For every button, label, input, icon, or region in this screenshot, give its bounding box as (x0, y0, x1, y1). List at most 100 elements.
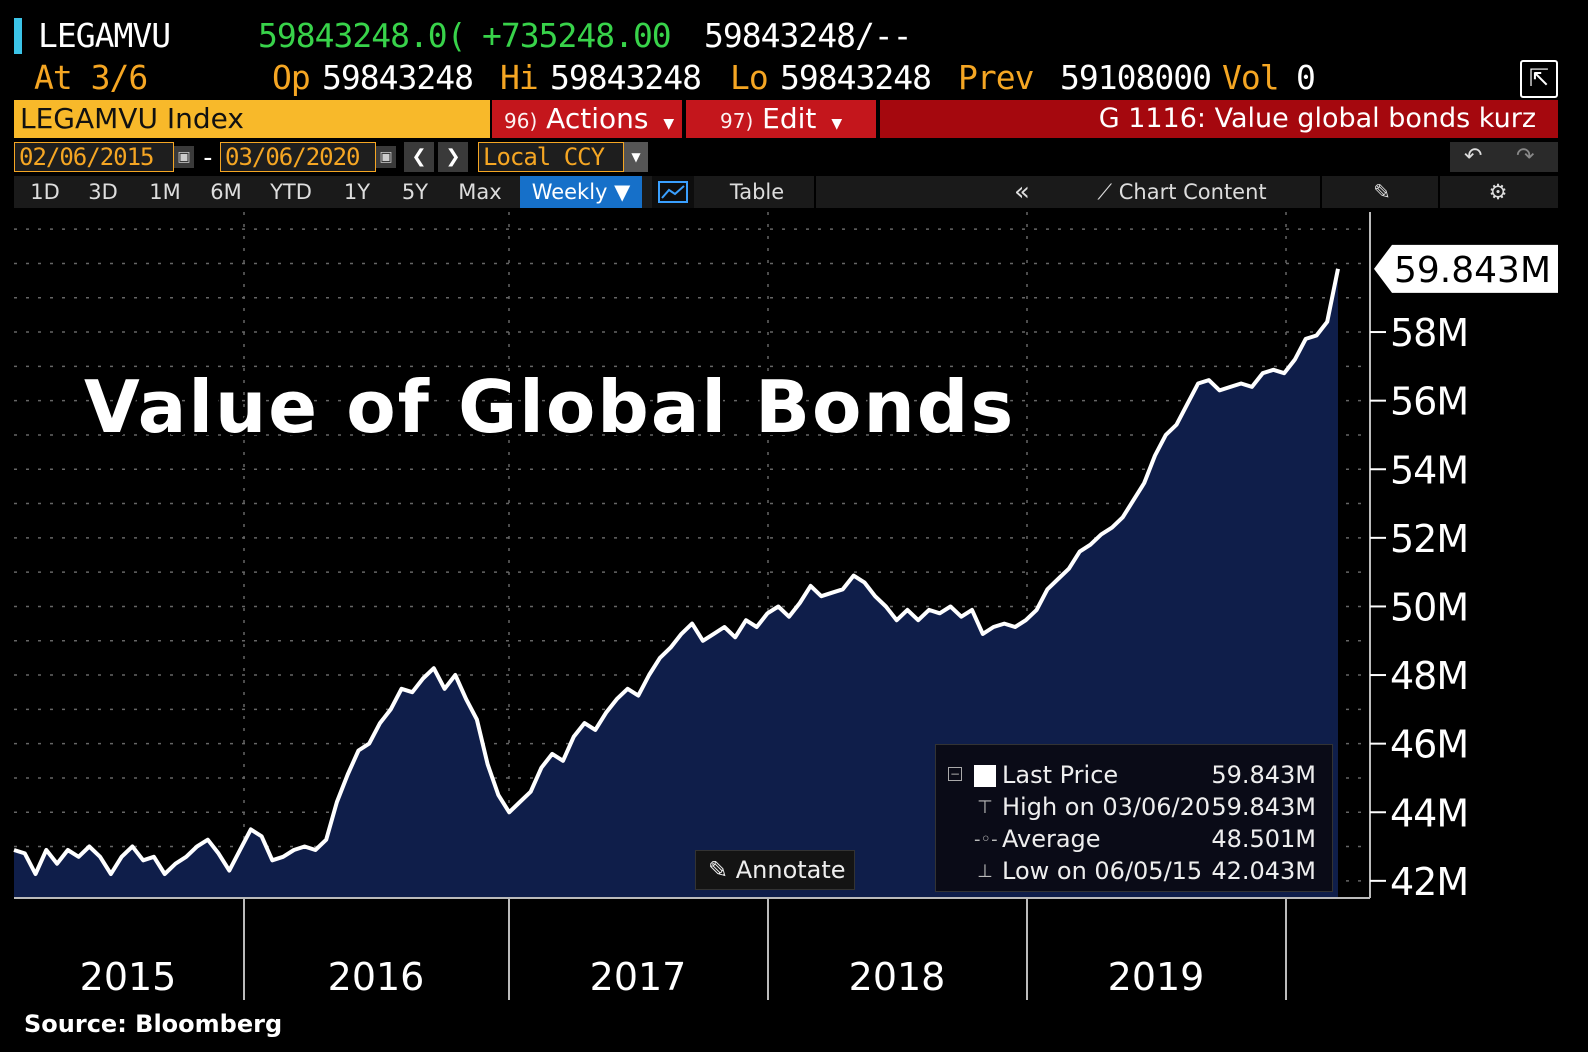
last-price-badge-label: 59.843M (1394, 250, 1551, 291)
calendar-icon[interactable]: ▣ (174, 146, 194, 168)
period-3d-button[interactable]: 3D (88, 180, 118, 204)
y-tick-label: 54M (1390, 448, 1468, 492)
x-tick-label: 2015 (80, 955, 177, 999)
undo-redo-bar: ↶ ↷ (1450, 142, 1558, 172)
ticker-color-marker (14, 18, 22, 54)
as-of-date: At 3/6 (34, 58, 148, 97)
annotate-button[interactable]: ✎ Annotate (695, 850, 855, 890)
source-note: Source: Bloomberg (24, 1010, 283, 1038)
start-date-field[interactable]: 02/06/2015 (14, 142, 174, 172)
chart-overlay-title: Value of Global Bonds (84, 365, 1016, 449)
date-range-separator: - (200, 143, 216, 173)
y-axis-ticks: 42M 44M 46M 48M 50M 52M 54M 56M 58M (1370, 311, 1469, 904)
frequency-select[interactable]: Weekly ▼ (520, 176, 642, 208)
legend-row-low[interactable]: ⊥ Low on 06/05/15 42.043M (936, 855, 1332, 887)
period-6m-button[interactable]: 6M (210, 180, 242, 204)
prev-label: Prev (958, 58, 1034, 97)
volume-label: Vol (1222, 58, 1280, 97)
line-chart-icon[interactable] (652, 176, 694, 208)
period-1m-button[interactable]: 1M (149, 180, 181, 204)
end-date-field[interactable]: 03/06/2020 (220, 142, 376, 172)
edit-menu-button[interactable]: 97) Edit ▼ (686, 100, 876, 138)
legend-value: 48.501M (1211, 825, 1316, 853)
last-price: 59843248.0( (258, 16, 467, 55)
chart-settings-icon: ⟋ (1097, 180, 1119, 204)
legend-row-average[interactable]: -◦- Average 48.501M (936, 823, 1332, 855)
previous-period-button[interactable]: ❮ (404, 142, 434, 172)
x-axis-ticks: 2015 2016 2017 2018 2019 (80, 955, 1205, 999)
average-marker-icon: -◦- (974, 829, 998, 850)
period-1y-button[interactable]: 1Y (343, 180, 371, 204)
chart-content-label: Chart Content (1118, 180, 1267, 204)
last-price-badge: 59.843M (1374, 244, 1558, 293)
chevron-left-icon: ❮ (411, 146, 427, 167)
chart-title-bar: G 1116: Value global bonds kurz (880, 100, 1558, 138)
volume-value: 0 (1296, 58, 1316, 97)
y-tick-label: 42M (1390, 860, 1468, 904)
chevron-down-icon: ▼ (663, 116, 675, 132)
chart-toolbar (14, 176, 1558, 208)
export-icon[interactable]: ⇱ (1520, 60, 1558, 98)
edit-label: Edit (762, 102, 817, 135)
collapse-icon[interactable]: − (948, 767, 962, 781)
table-view-button[interactable]: Table (729, 180, 785, 204)
period-ytd-button[interactable]: YTD (270, 180, 312, 204)
low-label: Lo (730, 58, 769, 97)
x-tick-label: 2016 (328, 955, 425, 999)
edit-shortcut: 97) (720, 109, 754, 133)
legend-row-last-price[interactable]: − Last Price 59.843M (936, 759, 1332, 791)
currency-select[interactable]: Local CCY (478, 142, 624, 172)
net-change: +735248.00 (482, 16, 672, 55)
toolbar-divider (814, 176, 816, 208)
y-tick-label: 56M (1390, 380, 1468, 424)
chevron-down-icon: ▼ (831, 116, 843, 132)
period-1d-button[interactable]: 1D (30, 180, 60, 204)
ticker-symbol: LEGAMVU (38, 16, 171, 55)
chevron-down-icon[interactable]: ▼ (624, 142, 648, 172)
legend-row-high[interactable]: ⊤ High on 03/06/20 59.843M (936, 791, 1332, 823)
y-tick-label: 44M (1390, 791, 1468, 835)
low-marker-icon: ⊥ (977, 861, 993, 882)
chart-content-button[interactable]: ⟋ Chart Content (1044, 176, 1320, 208)
annotate-label: Annotate (735, 856, 846, 884)
high-label: Hi (500, 58, 539, 97)
period-5y-button[interactable]: 5Y (401, 180, 429, 204)
price-area (14, 268, 1338, 898)
period-max-button[interactable]: Max (458, 180, 502, 204)
x-tick-label: 2018 (849, 955, 946, 999)
legend-label: Average (1002, 825, 1101, 853)
legend-value: 59.843M (1211, 793, 1316, 821)
x-tick-label: 2019 (1108, 955, 1205, 999)
legend-swatch (974, 765, 996, 787)
price-line (13, 268, 1340, 876)
collapse-panel-icon[interactable]: « (1014, 177, 1030, 207)
undo-icon[interactable]: ↶ (1464, 144, 1483, 169)
open-value: 59843248 (322, 58, 474, 97)
open-label: Op (272, 58, 311, 97)
legend-label: High on 03/06/20 (1002, 793, 1211, 821)
legend-value: 59.843M (1211, 761, 1316, 789)
x-tick-label: 2017 (590, 955, 687, 999)
y-tick-label: 48M (1390, 654, 1468, 698)
actions-shortcut: 96) (504, 109, 538, 133)
high-marker-icon: ⊤ (977, 797, 993, 818)
y-tick-label: 46M (1390, 723, 1468, 767)
chart-legend: − Last Price 59.843M ⊤ High on 03/06/20 … (935, 744, 1333, 892)
toolbar-divider (1320, 176, 1322, 208)
low-value: 59843248 (780, 58, 932, 97)
security-name[interactable]: LEGAMVU Index (14, 100, 490, 138)
prev-value: 59108000 (1060, 58, 1212, 97)
gear-icon[interactable]: ⚙ (1488, 180, 1508, 204)
bid-ask: 59843248/-- (704, 16, 913, 55)
next-period-button[interactable]: ❯ (438, 142, 468, 172)
actions-menu-button[interactable]: 96) Actions ▼ (492, 100, 682, 138)
edit-chart-icon[interactable]: ✎ (1373, 180, 1391, 204)
actions-label: Actions (546, 102, 649, 135)
toolbar-divider (1438, 176, 1440, 208)
year-dividers (243, 212, 1371, 1000)
redo-icon[interactable]: ↷ (1516, 144, 1535, 169)
calendar-icon[interactable]: ▣ (376, 146, 396, 168)
chevron-right-icon: ❯ (445, 146, 461, 167)
high-value: 59843248 (550, 58, 702, 97)
